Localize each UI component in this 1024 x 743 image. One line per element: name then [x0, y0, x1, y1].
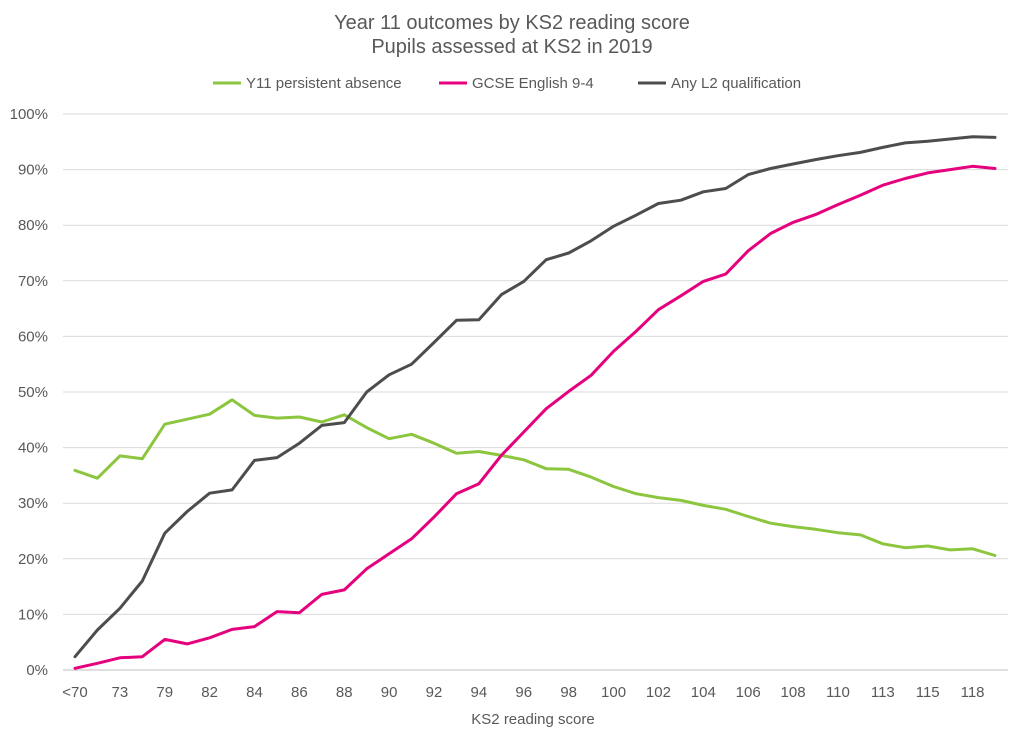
legend: Y11 persistent absence GCSE English 9-4 An…: [213, 75, 801, 92]
y-tick-label: 20%: [18, 551, 48, 568]
x-tick-label: 96: [515, 684, 532, 701]
x-tick-label: 108: [781, 684, 806, 701]
x-tick-label: 79: [156, 684, 173, 701]
x-tick-label: 92: [426, 684, 443, 701]
y-tick-label: 80%: [18, 217, 48, 234]
x-axis-title: KS2 reading score: [471, 711, 594, 728]
series-line-3: [73, 135, 997, 659]
x-axis-ticks: <70 73 79 82 84 86 88 90 92 94 96 98 100 102 104 106 108…: [62, 684, 984, 701]
legend-label-2: GCSE English 9-4: [472, 75, 594, 92]
y-tick-label: 90%: [18, 162, 48, 179]
series-line-1: [73, 398, 997, 557]
x-tick-label: 84: [246, 684, 263, 701]
legend-label-3: Any L2 qualification: [671, 75, 801, 92]
x-tick-label: 94: [471, 684, 488, 701]
series-layer: [73, 135, 997, 670]
x-tick-label: <70: [62, 684, 87, 701]
y-tick-label: 100%: [10, 106, 48, 123]
y-tick-label: 0%: [26, 662, 48, 679]
chart-title-line-1: Year 11 outcomes by KS2 reading score: [334, 12, 690, 34]
y-tick-label: 50%: [18, 384, 48, 401]
x-tick-label: 73: [112, 684, 129, 701]
y-axis-ticks: 0% 10% 20% 30% 40% 50% 60% 70% 80% 90% 100%: [10, 106, 48, 679]
chart-title-line-2: Pupils assessed at KS2 in 2019: [371, 36, 652, 58]
x-tick-label: 98: [560, 684, 577, 701]
x-tick-label: 104: [691, 684, 716, 701]
x-tick-label: 118: [961, 684, 985, 701]
y-tick-label: 70%: [18, 273, 48, 290]
y-tick-label: 30%: [18, 495, 48, 512]
x-tick-label: 88: [336, 684, 353, 701]
y-tick-label: 60%: [18, 328, 48, 345]
y-tick-label: 40%: [18, 440, 48, 457]
legend-label-1: Y11 persistent absence: [246, 75, 402, 92]
x-tick-label: 90: [381, 684, 398, 701]
x-tick-label: 106: [736, 684, 761, 701]
x-tick-label: 102: [646, 684, 671, 701]
x-tick-label: 82: [201, 684, 218, 701]
y-tick-label: 10%: [18, 606, 48, 623]
x-tick-label: 115: [916, 684, 940, 701]
x-tick-label: 100: [601, 684, 626, 701]
x-tick-label: 113: [871, 684, 895, 701]
x-tick-label: 110: [826, 684, 850, 701]
gridlines: [63, 113, 1008, 615]
series-line-2: [73, 164, 997, 670]
x-tick-label: 86: [291, 684, 308, 701]
